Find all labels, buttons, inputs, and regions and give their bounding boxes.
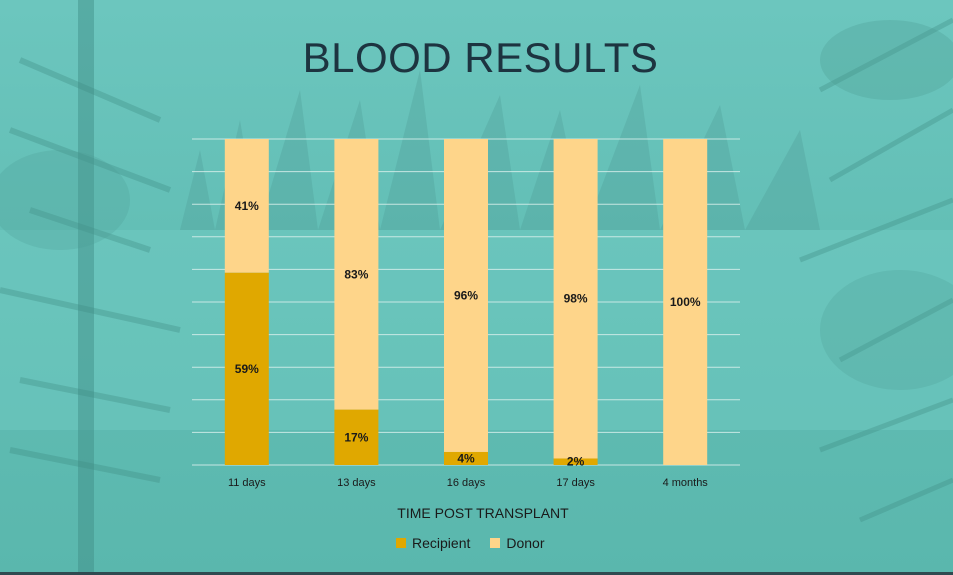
- legend-label-recipient: Recipient: [412, 535, 471, 551]
- legend-item-donor: Donor: [490, 535, 545, 551]
- legend: Recipient Donor: [396, 534, 565, 552]
- bar-recipient-13-days: [334, 409, 379, 465]
- data-labels: 59% 41% 17% 83% 4% 96% 2% 98% 100%: [235, 199, 701, 469]
- legend-label-donor: Donor: [506, 535, 545, 551]
- bar-donor-13-days: [334, 139, 379, 410]
- data-label-donor: 41%: [235, 199, 259, 213]
- bar-donor-4-months: [663, 139, 708, 465]
- bar-recipient-11-days: [224, 272, 269, 465]
- x-tick-label: 11 days: [228, 477, 266, 489]
- x-tick-label: 13 days: [337, 477, 376, 489]
- x-tick-labels: 11 days 13 days 16 days 17 days 4 months: [228, 477, 708, 489]
- slide-title: BLOOD RESULTS: [302, 34, 659, 81]
- x-tick-label: 17 days: [556, 477, 595, 489]
- data-label-recipient: 4%: [457, 451, 475, 465]
- bar-recipient-17-days: [553, 458, 598, 465]
- x-tick-label: 16 days: [447, 477, 486, 489]
- data-label-recipient: 2%: [567, 455, 585, 469]
- bar-recipient-16-days: [444, 451, 488, 465]
- data-label-donor: 98%: [564, 292, 588, 306]
- x-axis-title: TIME POST TRANSPLANT: [397, 505, 569, 521]
- bottom-border: [0, 572, 953, 575]
- bar-donor-16-days: [444, 139, 488, 452]
- data-label-recipient: 17%: [344, 430, 368, 444]
- legend-swatch-donor: [490, 538, 501, 548]
- x-tick-label: 4 months: [663, 477, 709, 489]
- data-label-donor: 100%: [670, 295, 701, 309]
- legend-item-recipient: Recipient: [396, 535, 470, 551]
- data-label-donor: 96%: [454, 288, 478, 302]
- data-label-recipient: 59%: [235, 362, 259, 376]
- bar-donor-11-days: [224, 139, 269, 273]
- bars: [224, 139, 708, 465]
- data-label-donor: 83%: [344, 267, 368, 281]
- legend-swatch-recipient: [396, 538, 406, 548]
- bar-donor-17-days: [553, 139, 598, 459]
